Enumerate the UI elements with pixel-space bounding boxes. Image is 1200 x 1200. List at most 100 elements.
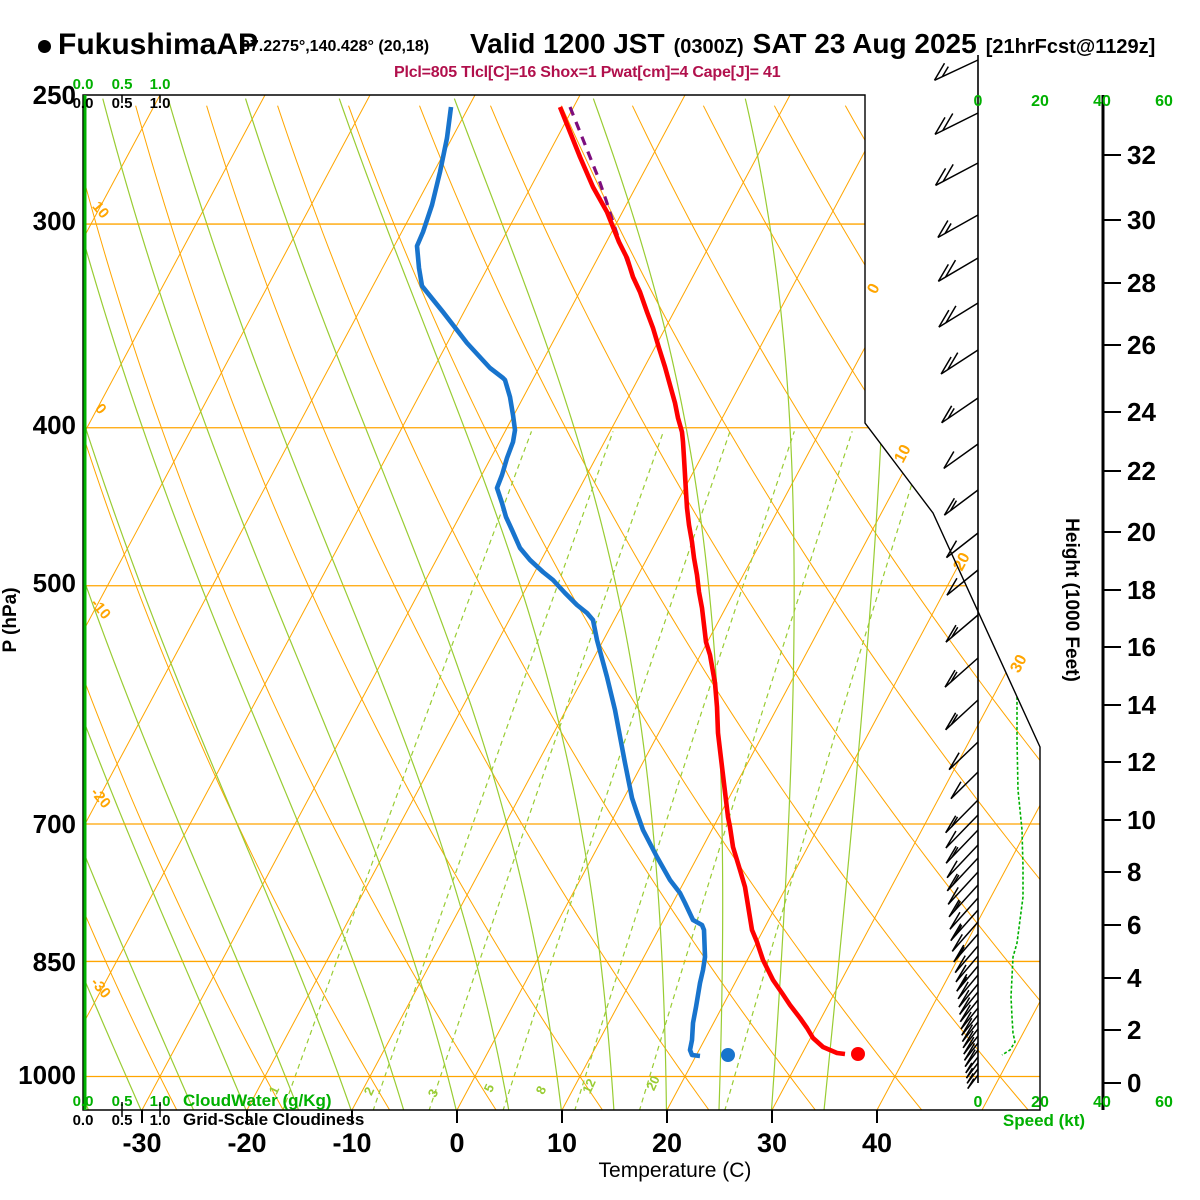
wind-barb [950,909,979,942]
wind-barb [945,799,979,834]
wind-barb [946,857,979,892]
wind-barb [964,1049,979,1068]
temperature-tick-label: -30 [122,1128,161,1158]
background-grid [83,95,1040,1110]
height-tick-label: 8 [1127,857,1141,887]
pressure-tick-label: 1000 [18,1060,76,1090]
pressure-tick-label: 300 [33,206,76,236]
svg-text:10: 10 [891,442,914,466]
height-tick-label: 20 [1127,517,1156,547]
svg-text:-30: -30 [87,974,114,1002]
stability-indices: Plcl=805 Tlcl[C]=16 Shox=1 Pwat[cm]=4 Ca… [394,64,781,81]
cloud-scales: 0.0 0.0 0.0 0.0 0.5 0.5 0.5 0.5 1.0 1.0 1.0 1.0 Clou… [73,76,365,1129]
wind-barb [937,214,979,239]
svg-text:0.0: 0.0 [73,1112,94,1129]
valid-date: SAT 23 Aug 2025 [752,28,977,59]
wind-barb [946,844,979,879]
height-tick-label: 18 [1127,575,1156,605]
forecast-tag: [21hrFcst@1129z] [985,36,1156,58]
pressure-tick-label: 400 [33,410,76,440]
svg-text:1.0: 1.0 [150,1093,171,1110]
height-tick-label: 6 [1127,910,1141,940]
pressure-tick-label: 700 [33,809,76,839]
svg-text:1.0: 1.0 [150,1112,171,1129]
svg-text:5: 5 [481,1082,498,1095]
wind-barb [945,532,979,559]
temperature-tick-label: 0 [449,1128,464,1158]
wind-barb [956,965,979,992]
svg-text:12: 12 [579,1076,599,1095]
temperature-tick-label: 40 [862,1128,892,1158]
temperature-axis-title: Temperature (C) [599,1159,752,1182]
mixing-ratio-lines [282,431,929,1110]
wind-barb [941,397,979,424]
height-tick-label: 4 [1127,963,1142,993]
speed-tick-label: 0 [974,1094,983,1111]
wind-barb [944,657,979,688]
wind-barb [959,999,979,1023]
height-tick-label: 0 [1127,1068,1141,1098]
wind-barb [943,489,979,516]
height-tick-label: 2 [1127,1015,1141,1045]
wind-barb [949,897,979,930]
wind-barbs [933,55,979,1090]
svg-text:20: 20 [950,550,973,574]
valid-time: Valid 1200 JST [470,28,665,59]
wind-barb [946,569,979,596]
wind-barb [938,302,979,328]
temperature-tick-label: -20 [227,1128,266,1158]
wind-barb [958,983,979,1008]
svg-text:0.0: 0.0 [73,1093,94,1110]
wind-speed-curve [1001,107,1040,1056]
wind-barb [961,1014,979,1036]
moist-adiabat-lines [83,98,888,1110]
speed-tick-label: 0 [974,93,983,110]
speed-tick-label: 20 [1031,1094,1049,1111]
pressure-tick-label: 250 [33,80,76,110]
svg-text:3: 3 [425,1087,442,1100]
temperature-curve [557,106,846,1057]
svg-text:0.5: 0.5 [112,1093,133,1110]
wind-barb [965,1056,979,1074]
height-tick-label: 24 [1127,397,1156,427]
wind-barb [945,614,979,643]
wind-barb [945,814,979,849]
temperature-tick-label: -10 [332,1128,371,1158]
height-tick-label: 14 [1127,690,1156,720]
speed-tick-label: 40 [1093,93,1111,110]
svg-text:0.0: 0.0 [73,95,94,112]
height-tick-label: 32 [1127,140,1156,170]
wind-barb [953,933,979,963]
valid-time-utc: (0300Z) [673,36,744,58]
wind-barb [957,974,979,1000]
temperature-tick-label: 20 [652,1128,682,1158]
svg-text:2: 2 [361,1085,378,1098]
height-tick-label: 16 [1127,632,1156,662]
wind-barb [967,1074,979,1090]
wind-barb [940,349,979,375]
surface-temperature-dot [851,1047,865,1061]
wind-barb [950,771,979,800]
height-tick-label: 10 [1127,805,1156,835]
parcel-path-curve [568,106,633,273]
temperature-tick-label: 10 [547,1128,577,1158]
wind-barb [933,59,979,81]
wind-barb [960,1007,979,1030]
temperature-tick-label: 30 [757,1128,787,1158]
wind-barb [947,871,979,905]
svg-text:8: 8 [533,1084,550,1097]
pressure-axis: 250 300 400 500 700 850 1000 P (hPa) [0,80,76,1090]
svg-text:0.5: 0.5 [112,95,133,112]
speed-tick-label: 20 [1031,93,1049,110]
height-tick-label: 26 [1127,330,1156,360]
pressure-tick-label: 500 [33,568,76,598]
svg-text:30: 30 [1007,652,1030,676]
wind-barb [937,257,979,282]
wind-barb [961,1021,979,1043]
svg-text:P (hPa): P (hPa) [0,587,21,652]
isotherm-lines [83,95,1040,1110]
height-tick-label: 28 [1127,268,1156,298]
wind-barb [943,443,979,470]
